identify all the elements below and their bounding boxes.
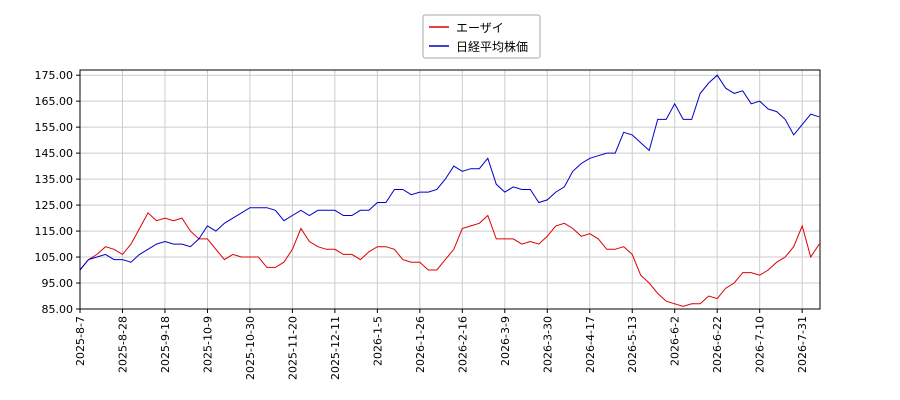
x-tick-label: 2025-11-20 [286,316,299,380]
x-tick-label: 2025-8-28 [116,316,129,373]
x-tick-label: 2026-3-9 [499,316,512,366]
y-tick-label: 105.00 [35,251,74,264]
x-tick-label: 2026-2-16 [456,316,469,373]
x-tick-label: 2026-1-26 [414,316,427,373]
y-tick-label: 115.00 [35,225,74,238]
series-line [79,212,820,307]
y-tick-label: 175.00 [35,69,74,82]
x-tick-label: 2026-4-17 [584,316,597,373]
y-tick-label: 165.00 [35,95,74,108]
x-tick-label: 2025-9-18 [159,316,172,373]
legend-label: 日経平均株価 [456,39,528,54]
y-tick-label: 95.00 [42,277,74,290]
series-line [79,74,820,271]
plot-area [79,69,821,310]
x-tick-label: 2026-6-2 [669,316,682,366]
y-tick-label: 85.00 [42,303,74,316]
x-tick-label: 2025-8-7 [74,316,87,366]
y-tick-label: 155.00 [35,121,74,134]
y-tick-label: 125.00 [35,199,74,212]
x-tick-label: 2026-7-10 [754,316,767,373]
x-tick-label: 2026-5-13 [626,316,639,373]
x-tick-label: 2025-10-30 [244,316,257,380]
y-tick-label: 135.00 [35,173,74,186]
legend-label: エーザイ [456,21,504,35]
plot-border [79,69,821,310]
x-tick-label: 2026-1-5 [371,316,384,366]
x-tick-label: 2025-10-9 [201,316,214,373]
x-tick-label: 2025-12-11 [329,316,342,380]
x-tick-label: 2026-3-30 [541,316,554,373]
legend-box [422,14,541,59]
y-tick-label: 145.00 [35,147,74,160]
x-tick-label: 2026-7-31 [796,316,809,373]
x-tick-label: 2026-6-22 [711,316,724,373]
